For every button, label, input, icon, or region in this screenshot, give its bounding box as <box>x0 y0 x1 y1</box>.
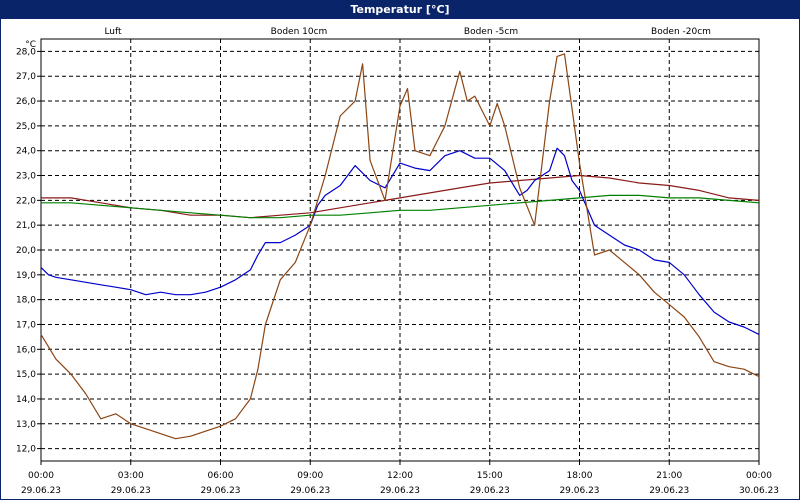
y-tick-label: 22,0 <box>16 196 36 206</box>
y-tick-label: 27,0 <box>16 72 36 82</box>
y-tick-label: 24,0 <box>16 147 36 157</box>
y-tick-label: 19,0 <box>16 271 36 281</box>
legend-entry-2: Boden 10cm <box>271 27 328 37</box>
chart-title: Temperatur [°C] <box>1 1 799 19</box>
x-tick-label: 21:00 <box>656 471 682 481</box>
y-tick-label: 18,0 <box>16 296 36 306</box>
x-tick-label: 03:00 <box>118 471 144 481</box>
y-tick-label: 17,0 <box>16 320 36 330</box>
x-tick-label: 00:00 <box>28 471 54 481</box>
x-tick-label: 18:00 <box>567 471 593 481</box>
plot-border <box>40 38 760 462</box>
x-tick-date-label: 29.06.23 <box>21 486 61 496</box>
x-tick-label: 12:00 <box>387 471 413 481</box>
y-tick-label: 14,0 <box>16 395 36 405</box>
x-tick-date-label: 30.06.23 <box>739 486 779 496</box>
y-tick-label: 28,0 <box>16 47 36 57</box>
x-tick-date-label: 29.06.23 <box>559 486 599 496</box>
y-tick-label: 23,0 <box>16 172 36 182</box>
x-tick-date-label: 29.06.23 <box>111 486 151 496</box>
y-axis-unit-label: °C <box>25 40 36 50</box>
y-tick-label: 20,0 <box>16 246 36 256</box>
y-tick-label: 13,0 <box>16 420 36 430</box>
x-tick-label: 09:00 <box>297 471 323 481</box>
y-tick-label: 26,0 <box>16 97 36 107</box>
series-line-boden-10cm <box>40 53 760 440</box>
x-tick-label: 06:00 <box>208 471 234 481</box>
series-line-boden-20cm <box>41 194 760 219</box>
legend-entry-3: Boden -5cm <box>464 27 518 37</box>
x-tick-date-label: 29.06.23 <box>290 486 330 496</box>
x-tick-date-label: 29.06.23 <box>649 486 689 496</box>
y-tick-label: 15,0 <box>16 370 36 380</box>
y-tick-label: 16,0 <box>16 345 36 355</box>
y-tick-label: 25,0 <box>16 122 36 132</box>
x-tick-label: 00:00 <box>746 471 772 481</box>
x-tick-date-label: 29.06.23 <box>470 486 510 496</box>
y-tick-label: 21,0 <box>16 221 36 231</box>
x-tick-label: 15:00 <box>477 471 503 481</box>
legend-entry-1: Luft <box>104 27 122 37</box>
y-tick-label: 12,0 <box>16 445 36 455</box>
x-tick-date-label: 29.06.23 <box>200 486 240 496</box>
series-line-luft <box>40 147 760 335</box>
x-tick-date-label: 29.06.23 <box>380 486 420 496</box>
legend-entry-4: Boden -20cm <box>651 27 711 37</box>
